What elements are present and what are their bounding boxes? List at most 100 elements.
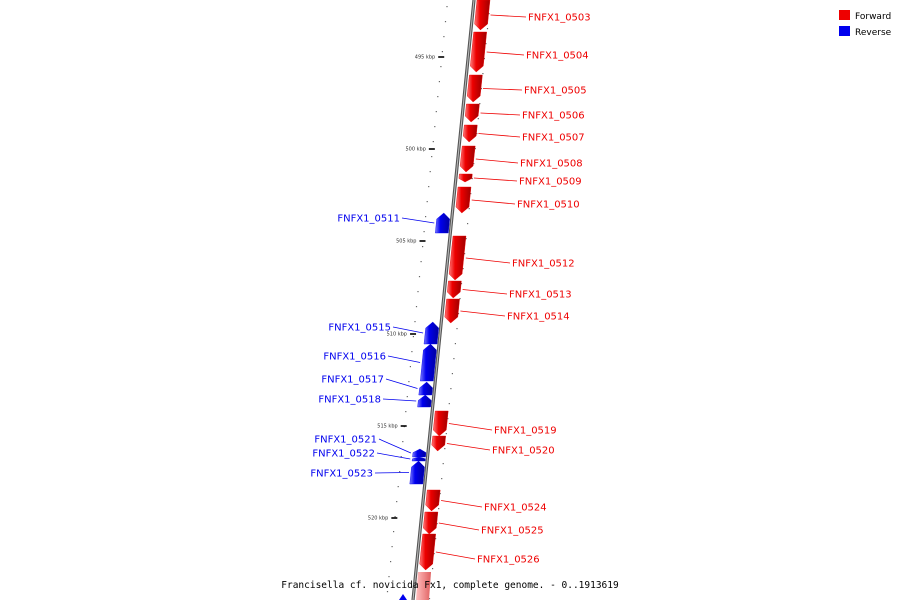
gene-label-fnfx1-0521[interactable]: FNFX1_0521 — [314, 435, 377, 446]
leader-line — [438, 522, 480, 531]
gene-fnfx1-0519[interactable] — [433, 410, 449, 437]
gene-arrow-forward[interactable] — [444, 298, 460, 324]
minor-tick-dot — [391, 546, 393, 548]
gene-fnfx1-0522[interactable] — [411, 456, 426, 462]
gene-arrow-forward[interactable] — [433, 410, 449, 437]
gene-label-fnfx1-0504[interactable]: FNFX1_0504 — [526, 51, 589, 62]
minor-tick-dot — [441, 478, 443, 480]
gene-label-fnfx1-0507[interactable]: FNFX1_0507 — [522, 133, 585, 144]
gene-arrow-reverse[interactable] — [418, 381, 433, 396]
leader-line — [392, 326, 424, 334]
gene-label-fnfx1-0523[interactable]: FNFX1_0523 — [310, 469, 373, 480]
gene-label-fnfx1-0503[interactable]: FNFX1_0503 — [528, 13, 591, 24]
minor-tick-dot — [448, 403, 450, 405]
gene-label-fnfx1-0515[interactable]: FNFX1_0515 — [328, 323, 391, 334]
scale-tick-label: 520 kbp — [368, 516, 388, 522]
gene-fnfx1-0525[interactable] — [423, 511, 439, 535]
gene-label-fnfx1-0509[interactable]: FNFX1_0509 — [519, 177, 582, 188]
leader-line — [378, 438, 412, 454]
gene-arrow-forward[interactable] — [464, 103, 480, 123]
gene-arrow-forward[interactable] — [425, 489, 441, 512]
gene-fnfx1-0513[interactable] — [447, 280, 462, 299]
minor-tick-dot — [394, 516, 396, 518]
gene-fnfx1-0512[interactable] — [448, 235, 467, 281]
gene-arrow-forward[interactable] — [466, 74, 483, 103]
gene-fnfx1-0520[interactable] — [431, 435, 446, 452]
gene-fnfx1-0526[interactable] — [419, 533, 436, 571]
leader-line — [382, 398, 417, 402]
minor-tick-dot — [476, 133, 478, 135]
gene-arrow-reverse[interactable] — [409, 460, 425, 485]
minor-tick-dot — [396, 501, 398, 503]
gene-arrow-forward[interactable] — [447, 280, 462, 299]
gene-fnfx1-0511[interactable] — [435, 212, 450, 234]
gene-features — [399, 0, 491, 600]
minor-tick-dot — [437, 96, 439, 98]
gene-fnfx1-0503[interactable] — [474, 0, 491, 31]
gene-arrow-forward[interactable] — [448, 235, 467, 281]
gene-label-fnfx1-0512[interactable]: FNFX1_0512 — [512, 259, 575, 270]
gene-label-fnfx1-0506[interactable]: FNFX1_0506 — [522, 111, 585, 122]
gene-label-fnfx1-0524[interactable]: FNFX1_0524 — [484, 503, 547, 514]
gene-fnfx1-0509[interactable] — [458, 173, 473, 183]
gene-fnfx1-0523[interactable] — [409, 460, 425, 485]
gene-arrow-partial — [416, 572, 431, 600]
gene-fnfx1-0506[interactable] — [464, 103, 480, 123]
gene-fnfx1-0516[interactable] — [420, 343, 437, 382]
gene-label-fnfx1-0513[interactable]: FNFX1_0513 — [509, 290, 572, 301]
gene-label-fnfx1-0508[interactable]: FNFX1_0508 — [520, 159, 583, 170]
gene-fnfx1-0504[interactable] — [470, 31, 487, 73]
gene-fnfx1-0514[interactable] — [444, 298, 460, 324]
minor-tick-dot — [486, 28, 489, 30]
gene-label-fnfx1-0505[interactable]: FNFX1_0505 — [524, 86, 587, 97]
gene-fnfx1-0524[interactable] — [425, 489, 441, 512]
gene-fnfx1-0521[interactable] — [412, 448, 427, 458]
gene-arrow-reverse[interactable] — [417, 394, 432, 408]
gene-arrow-reverse[interactable] — [435, 212, 450, 234]
gene-label-fnfx1-0518[interactable]: FNFX1_0518 — [318, 395, 381, 406]
gene-arrow-forward[interactable] — [474, 0, 491, 31]
leader-line — [482, 88, 523, 91]
gene-label-fnfx1-0517[interactable]: FNFX1_0517 — [321, 375, 384, 386]
gene-label-fnfx1-0519[interactable]: FNFX1_0519 — [494, 426, 557, 437]
minor-tick-dot — [444, 448, 446, 450]
gene-fnfx1-0515[interactable] — [423, 321, 439, 345]
gene-arrow-forward[interactable] — [459, 145, 476, 173]
gene-arrow-forward[interactable] — [455, 186, 472, 214]
minor-tick-dot — [439, 493, 441, 495]
gene-arrow-forward[interactable] — [458, 173, 473, 183]
gene-arrow-forward[interactable] — [423, 511, 439, 535]
gene-arrow-reverse[interactable] — [423, 321, 439, 345]
gene-fnfx1-0510[interactable] — [455, 186, 472, 214]
gene-fnfx1-0508[interactable] — [459, 145, 476, 173]
minor-tick-dot — [485, 43, 487, 45]
leader-line — [385, 378, 418, 389]
gene-label-fnfx1-0520[interactable]: FNFX1_0520 — [492, 446, 555, 457]
gene-arrow-forward[interactable] — [431, 435, 446, 452]
gene-label-fnfx1-0511[interactable]: FNFX1_0511 — [337, 214, 400, 225]
leader-line — [475, 158, 519, 164]
leader-line — [446, 443, 491, 451]
gene-arrow-forward[interactable] — [470, 31, 487, 73]
gene-label-fnfx1-0514[interactable]: FNFX1_0514 — [507, 312, 570, 323]
gene-arrow-reverse[interactable] — [411, 456, 426, 462]
gene-fnfx1-0505[interactable] — [466, 74, 483, 103]
gene-arrow-reverse[interactable] — [420, 343, 437, 382]
gene-label-fnfx1-0525[interactable]: FNFX1_0525 — [481, 526, 544, 537]
gene-label-fnfx1-0526[interactable]: FNFX1_0526 — [477, 555, 540, 566]
gene-arrow-forward[interactable] — [462, 124, 478, 143]
gene-label-fnfx1-0522[interactable]: FNFX1_0522 — [312, 449, 375, 460]
leader-line — [465, 257, 511, 264]
minor-tick-dot — [429, 171, 431, 173]
leader-line — [490, 14, 527, 18]
leader-line — [471, 199, 516, 205]
gene-fnfx1-0517[interactable] — [418, 381, 433, 396]
gene-fnfx1-0507[interactable] — [462, 124, 478, 143]
gene-arrow-reverse[interactable] — [412, 448, 427, 458]
gene-fnfx1-0518[interactable] — [417, 394, 432, 408]
gene-label-fnfx1-0510[interactable]: FNFX1_0510 — [517, 200, 580, 211]
minor-tick-dot — [420, 261, 422, 263]
leader-line — [462, 289, 508, 295]
gene-arrow-forward[interactable] — [419, 533, 436, 571]
gene-label-fnfx1-0516[interactable]: FNFX1_0516 — [323, 352, 386, 363]
